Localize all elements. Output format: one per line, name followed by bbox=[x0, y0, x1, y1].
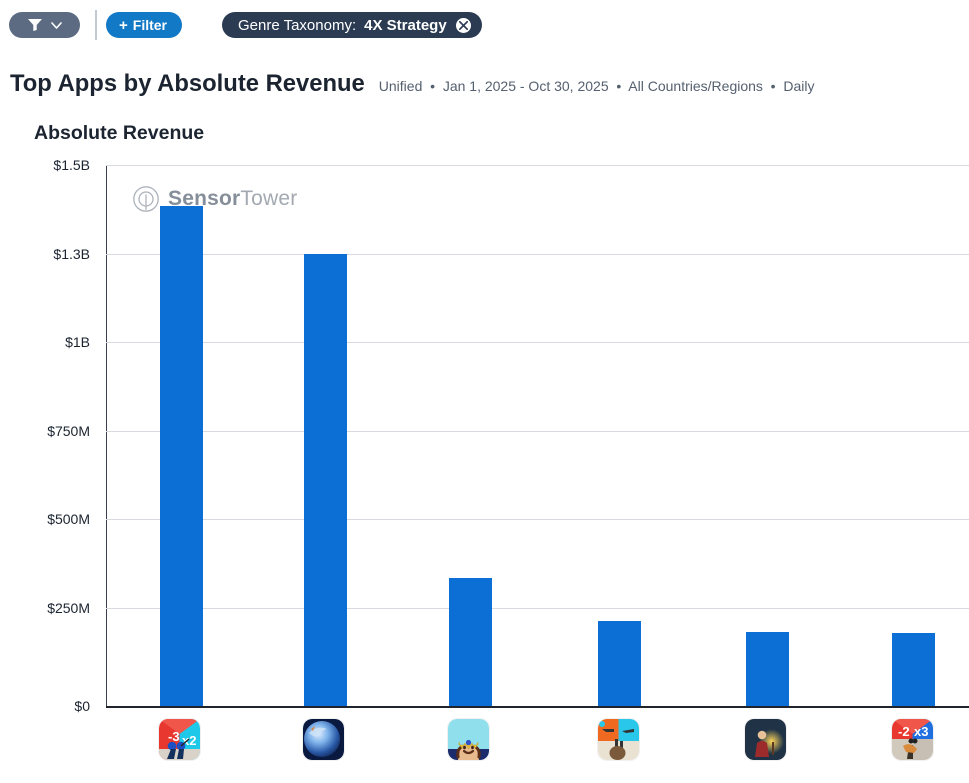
svg-text:-3: -3 bbox=[168, 729, 180, 744]
svg-text:x3: x3 bbox=[914, 724, 928, 739]
svg-text:-2: -2 bbox=[898, 724, 910, 739]
